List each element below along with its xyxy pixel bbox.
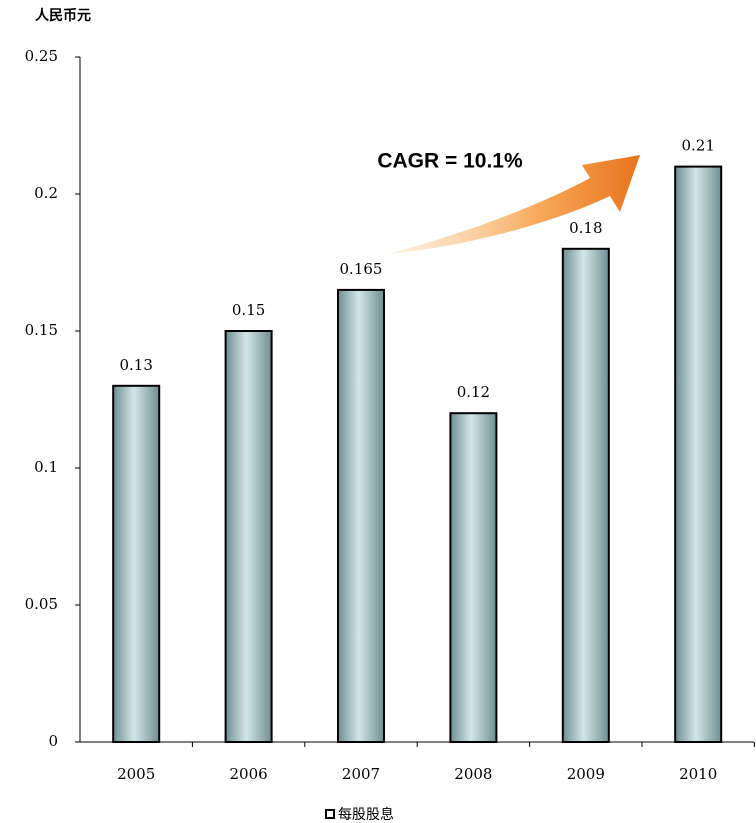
bar — [674, 165, 723, 744]
x-tick-label: 2009 — [567, 765, 605, 783]
legend-label: 每股股息 — [338, 806, 394, 823]
y-tick-label: 0.1 — [34, 458, 58, 476]
x-tick-label: 2010 — [679, 765, 717, 783]
y-tick-label: 0.15 — [25, 321, 58, 339]
bar — [449, 412, 498, 743]
x-tick-label: 2007 — [342, 765, 380, 783]
value-label: 0.18 — [569, 219, 602, 237]
y-tick-label: 0.25 — [25, 47, 58, 65]
x-tick-label: 2005 — [117, 765, 155, 783]
value-label: 0.165 — [340, 260, 383, 278]
y-tick-label: 0.05 — [25, 595, 58, 613]
y-tick-label: 0.2 — [34, 184, 58, 202]
bar — [224, 330, 273, 743]
value-label: 0.13 — [119, 356, 152, 374]
value-label: 0.12 — [457, 383, 490, 401]
x-tick-label: 2008 — [454, 765, 492, 783]
bar — [561, 247, 610, 744]
y-tick-label: 0 — [48, 732, 58, 750]
legend-swatch — [325, 809, 335, 819]
value-label: 0.21 — [681, 137, 714, 155]
x-tick-label: 2006 — [230, 765, 268, 783]
annotation: CAGR = 10.1% — [377, 150, 523, 173]
bar — [337, 288, 385, 743]
bar — [112, 384, 161, 743]
growth-arrow — [388, 155, 640, 254]
value-label: 0.15 — [232, 301, 265, 319]
y-unit-label: 人民币元 — [35, 7, 91, 24]
